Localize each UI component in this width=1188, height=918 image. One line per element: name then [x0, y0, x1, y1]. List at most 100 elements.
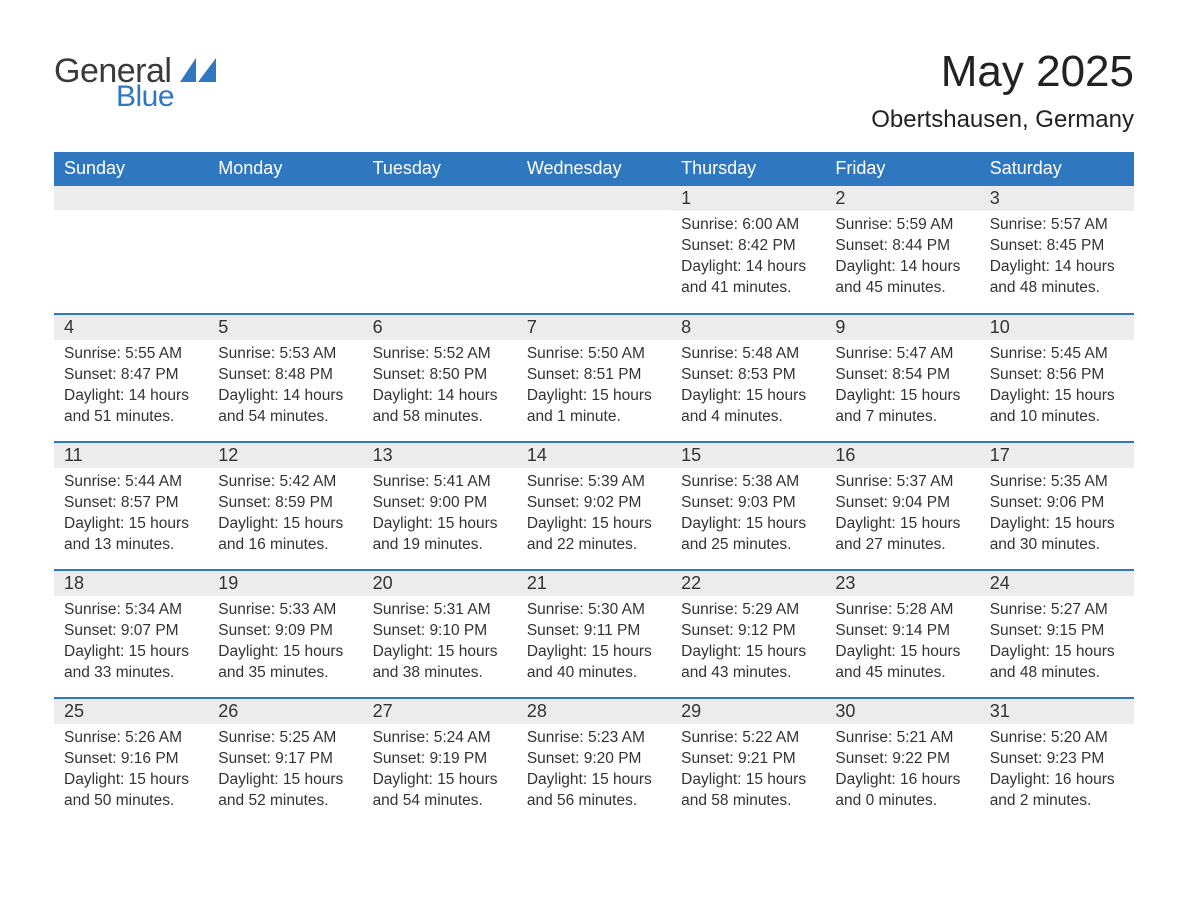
day-details: [363, 210, 517, 290]
weekday-header: Friday: [825, 152, 979, 186]
sunrise-value: 5:34 AM: [125, 601, 182, 618]
sunrise-value: 5:52 AM: [434, 345, 491, 362]
sunset-line: Sunset: 9:21 PM: [681, 749, 815, 770]
sunrise-value: 5:25 AM: [279, 729, 336, 746]
sunset-line: Sunset: 8:50 PM: [373, 365, 507, 386]
daylight-line: Daylight: 15 hours and 58 minutes.: [681, 770, 815, 812]
daylight-label: Daylight:: [64, 643, 129, 660]
calendar-day-cell: 20Sunrise: 5:31 AMSunset: 9:10 PMDayligh…: [363, 570, 517, 698]
sunset-line: Sunset: 9:03 PM: [681, 493, 815, 514]
sunset-value: 9:06 PM: [1047, 494, 1105, 511]
sunrise-label: Sunrise:: [527, 601, 588, 618]
header-bar: General Blue May 2025 Obertshausen, Germ…: [54, 48, 1134, 134]
calendar-day-cell: 6Sunrise: 5:52 AMSunset: 8:50 PMDaylight…: [363, 314, 517, 442]
sunset-value: 9:02 PM: [584, 494, 642, 511]
sunset-value: 9:07 PM: [121, 622, 179, 639]
calendar-day-cell: 12Sunrise: 5:42 AMSunset: 8:59 PMDayligh…: [208, 442, 362, 570]
sunset-line: Sunset: 8:57 PM: [64, 493, 198, 514]
calendar-day-cell: 29Sunrise: 5:22 AMSunset: 9:21 PMDayligh…: [671, 698, 825, 826]
day-details: Sunrise: 5:26 AMSunset: 9:16 PMDaylight:…: [54, 724, 208, 818]
day-number: 26: [208, 699, 362, 724]
calendar-header-row: SundayMondayTuesdayWednesdayThursdayFrid…: [54, 152, 1134, 186]
sunrise-line: Sunrise: 5:37 AM: [835, 472, 969, 493]
daylight-line: Daylight: 15 hours and 13 minutes.: [64, 514, 198, 556]
calendar-day-cell: 27Sunrise: 5:24 AMSunset: 9:19 PMDayligh…: [363, 698, 517, 826]
sunset-label: Sunset:: [835, 366, 892, 383]
sunrise-line: Sunrise: 5:34 AM: [64, 600, 198, 621]
day-number: 21: [517, 571, 671, 596]
day-number: 19: [208, 571, 362, 596]
sunrise-label: Sunrise:: [373, 601, 434, 618]
sunset-line: Sunset: 8:42 PM: [681, 236, 815, 257]
sunset-value: 9:00 PM: [429, 494, 487, 511]
sunrise-value: 5:59 AM: [897, 216, 954, 233]
sunrise-value: 5:23 AM: [588, 729, 645, 746]
day-details: Sunrise: 5:28 AMSunset: 9:14 PMDaylight:…: [825, 596, 979, 690]
calendar-day-cell: 5Sunrise: 5:53 AMSunset: 8:48 PMDaylight…: [208, 314, 362, 442]
sunset-label: Sunset:: [990, 237, 1047, 254]
sunset-label: Sunset:: [681, 494, 738, 511]
calendar-day-cell: 16Sunrise: 5:37 AMSunset: 9:04 PMDayligh…: [825, 442, 979, 570]
daylight-line: Daylight: 14 hours and 54 minutes.: [218, 386, 352, 428]
sunrise-label: Sunrise:: [218, 729, 279, 746]
sunset-value: 9:17 PM: [275, 750, 333, 767]
sunrise-line: Sunrise: 5:47 AM: [835, 344, 969, 365]
month-title: May 2025: [871, 48, 1134, 96]
sunrise-label: Sunrise:: [835, 601, 896, 618]
sunrise-line: Sunrise: 5:23 AM: [527, 728, 661, 749]
calendar-day-cell: 26Sunrise: 5:25 AMSunset: 9:17 PMDayligh…: [208, 698, 362, 826]
sunset-label: Sunset:: [218, 494, 275, 511]
daylight-line: Daylight: 15 hours and 43 minutes.: [681, 642, 815, 684]
daylight-label: Daylight:: [990, 771, 1055, 788]
day-number: 17: [980, 443, 1134, 468]
sunrise-line: Sunrise: 5:33 AM: [218, 600, 352, 621]
sunrise-value: 5:22 AM: [742, 729, 799, 746]
sunset-line: Sunset: 9:00 PM: [373, 493, 507, 514]
sunrise-value: 5:27 AM: [1051, 601, 1108, 618]
sunset-value: 8:57 PM: [121, 494, 179, 511]
sunrise-line: Sunrise: 5:25 AM: [218, 728, 352, 749]
daylight-line: Daylight: 14 hours and 41 minutes.: [681, 257, 815, 299]
day-details: Sunrise: 5:53 AMSunset: 8:48 PMDaylight:…: [208, 340, 362, 434]
sunset-line: Sunset: 9:04 PM: [835, 493, 969, 514]
daylight-label: Daylight:: [681, 387, 746, 404]
daylight-label: Daylight:: [990, 258, 1055, 275]
sunrise-label: Sunrise:: [218, 345, 279, 362]
sunset-line: Sunset: 9:10 PM: [373, 621, 507, 642]
sunset-line: Sunset: 9:23 PM: [990, 749, 1124, 770]
sunset-line: Sunset: 8:47 PM: [64, 365, 198, 386]
sunset-value: 8:48 PM: [275, 366, 333, 383]
sunset-label: Sunset:: [990, 494, 1047, 511]
day-number: 4: [54, 315, 208, 340]
calendar-day-cell: 19Sunrise: 5:33 AMSunset: 9:09 PMDayligh…: [208, 570, 362, 698]
calendar-day-cell: 21Sunrise: 5:30 AMSunset: 9:11 PMDayligh…: [517, 570, 671, 698]
sunrise-label: Sunrise:: [373, 729, 434, 746]
day-details: Sunrise: 5:59 AMSunset: 8:44 PMDaylight:…: [825, 211, 979, 305]
day-number-strip: [208, 186, 362, 210]
daylight-label: Daylight:: [835, 515, 900, 532]
sunset-value: 8:50 PM: [429, 366, 487, 383]
daylight-label: Daylight:: [835, 771, 900, 788]
sunrise-label: Sunrise:: [835, 216, 896, 233]
weekday-header: Thursday: [671, 152, 825, 186]
sunset-line: Sunset: 8:56 PM: [990, 365, 1124, 386]
daylight-label: Daylight:: [990, 515, 1055, 532]
day-number: 5: [208, 315, 362, 340]
sunset-value: 9:22 PM: [892, 750, 950, 767]
sunset-label: Sunset:: [990, 366, 1047, 383]
brand-logo: General Blue: [54, 48, 216, 112]
sunset-value: 9:19 PM: [429, 750, 487, 767]
sunset-line: Sunset: 9:20 PM: [527, 749, 661, 770]
calendar-table: SundayMondayTuesdayWednesdayThursdayFrid…: [54, 152, 1134, 826]
calendar-day-cell: 9Sunrise: 5:47 AMSunset: 8:54 PMDaylight…: [825, 314, 979, 442]
day-number-strip: [54, 186, 208, 210]
sunrise-line: Sunrise: 6:00 AM: [681, 215, 815, 236]
daylight-label: Daylight:: [835, 258, 900, 275]
day-details: Sunrise: 5:38 AMSunset: 9:03 PMDaylight:…: [671, 468, 825, 562]
sunrise-value: 5:24 AM: [434, 729, 491, 746]
sunrise-line: Sunrise: 5:31 AM: [373, 600, 507, 621]
day-details: Sunrise: 5:57 AMSunset: 8:45 PMDaylight:…: [980, 211, 1134, 305]
sunrise-value: 5:26 AM: [125, 729, 182, 746]
daylight-line: Daylight: 15 hours and 22 minutes.: [527, 514, 661, 556]
sunrise-value: 5:30 AM: [588, 601, 645, 618]
